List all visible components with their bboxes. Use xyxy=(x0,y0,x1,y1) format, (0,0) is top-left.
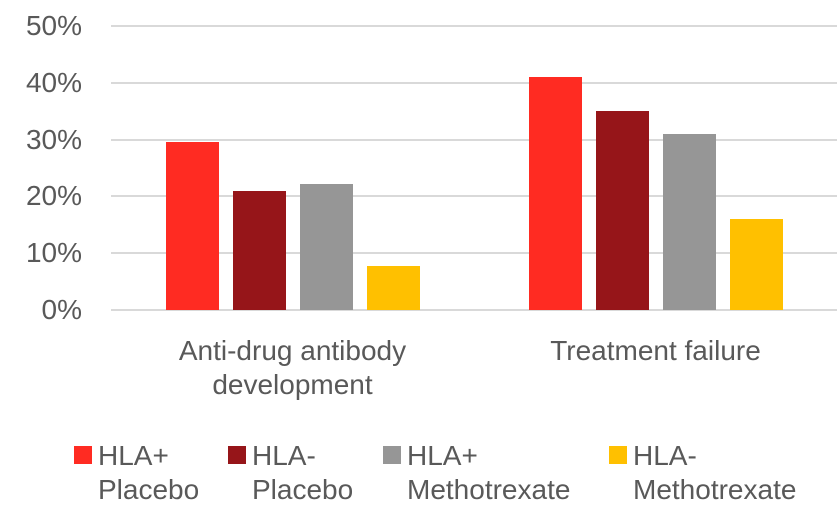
legend-label-line2: Placebo xyxy=(252,474,354,505)
y-tick-label: 10% xyxy=(25,237,82,269)
bar-hla-methotrexate xyxy=(729,219,783,310)
bar-hla-methotrexate xyxy=(299,183,353,310)
gridline-50% xyxy=(111,25,837,27)
bar-hla-methotrexate xyxy=(366,266,420,310)
bar-group-anti-drug-antibody-development xyxy=(111,26,474,310)
y-tick-label: 30% xyxy=(25,123,82,155)
legend-swatch-icon xyxy=(383,446,401,464)
y-tick-label: 50% xyxy=(25,10,82,41)
legend-swatch-icon xyxy=(228,446,246,464)
category-label-anti-drug-antibody-development: Anti-drug antibody development xyxy=(111,334,474,402)
legend-label-line1: HLA- xyxy=(633,440,697,471)
y-axis: 0% 10% 20% 30% 40% 50% xyxy=(0,12,82,324)
bar-group-treatment-failure xyxy=(474,26,837,310)
category-label-line: Treatment failure xyxy=(550,335,761,366)
x-axis-category-labels: Anti-drug antibody development Treatment f… xyxy=(111,334,837,402)
legend-label-line2: Methotrexate xyxy=(407,474,571,505)
bar-hla-placebo xyxy=(595,111,649,310)
bar-hla-placebo xyxy=(232,190,286,310)
legend-item-hla-placebo: HLA- Placebo xyxy=(228,439,353,507)
legend-label-line1: HLA- xyxy=(252,440,316,471)
y-tick-label: 0% xyxy=(41,294,82,325)
legend-item-hla-methotrexate: HLA- Methotrexate xyxy=(609,439,796,507)
gridline-40% xyxy=(111,81,837,84)
legend-swatch-icon xyxy=(609,446,627,464)
legend-item-hla-placebo: HLA+ Placebo xyxy=(74,439,199,507)
legend-label-line2: Methotrexate xyxy=(633,474,797,505)
bar-hla-placebo xyxy=(528,77,582,310)
y-tick-label: 40% xyxy=(25,66,82,98)
legend-label-line2: Placebo xyxy=(98,474,200,505)
gridline-10% xyxy=(111,252,837,255)
gridline-30% xyxy=(111,138,837,141)
plot-area xyxy=(111,25,837,311)
legend-swatch-icon xyxy=(74,446,92,464)
category-label-line: Anti-drug antibody xyxy=(178,335,407,366)
bars-layer xyxy=(111,26,837,310)
gridline-20% xyxy=(111,195,837,198)
category-label-treatment-failure: Treatment failure xyxy=(474,334,837,402)
legend-item-hla-methotrexate: HLA+ Methotrexate xyxy=(383,439,570,507)
bar-hla-placebo xyxy=(165,142,219,310)
bar-hla-methotrexate xyxy=(662,133,716,310)
gridline-0% xyxy=(111,309,837,311)
legend-label-line1: HLA+ xyxy=(407,440,478,471)
legend: HLA+ Placebo HLA- Placebo HLA+ Methotrexate HL… xyxy=(0,439,838,511)
y-tick-label: 20% xyxy=(25,180,82,212)
category-label-line: development xyxy=(212,369,373,400)
legend-label-line1: HLA+ xyxy=(98,440,169,471)
